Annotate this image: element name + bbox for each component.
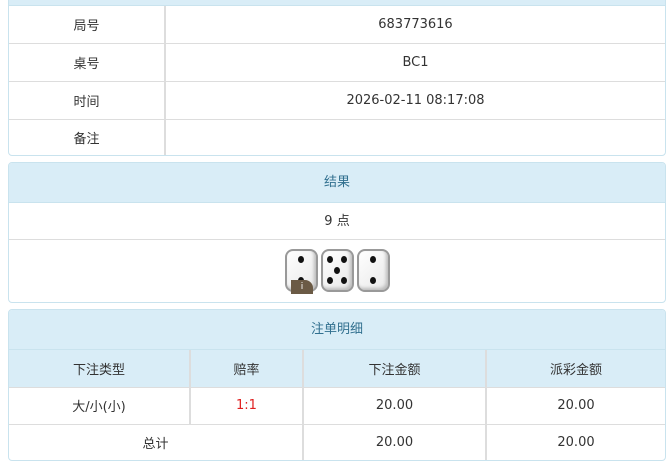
pip <box>326 255 333 263</box>
bet-table: 下注类型 赔率 下注金额 派彩金额 大/小(小) 1:1 20.00 20.00… <box>9 350 665 460</box>
pip <box>334 266 340 274</box>
dice-row <box>9 240 665 302</box>
header-row: 下注类型 赔率 下注金额 派彩金额 <box>9 350 665 388</box>
pip <box>341 255 348 263</box>
result-panel: 结果 9 点 i <box>8 162 666 303</box>
pip <box>326 277 333 285</box>
total-row: 总计 20.00 20.00 <box>9 424 665 460</box>
bet-amount: 20.00 <box>303 387 487 425</box>
total-payout: 20.00 <box>557 435 595 451</box>
label: 桌号 <box>9 43 166 82</box>
pip <box>370 255 376 263</box>
label: 局号 <box>9 6 166 44</box>
col-odds: 赔率 <box>190 350 304 388</box>
pip <box>341 277 348 285</box>
label: 备注 <box>9 119 166 155</box>
table-row: 大/小(小) 1:1 20.00 20.00 <box>9 387 665 425</box>
payout-amount: 20.00 <box>486 387 665 425</box>
bet-type: 大/小(小) <box>9 387 191 425</box>
game-info-table: 局号 683773616 桌号 BC1 时间 2026-02-11 08:17:08 … <box>9 6 665 155</box>
bet-detail-panel: 注单明细 下注类型 赔率 下注金额 派彩金额 大/小(小) 1:1 20.00 … <box>8 309 666 461</box>
total-label: 总计 <box>9 424 304 460</box>
table-row: 桌号 BC1 <box>9 43 665 82</box>
remark <box>165 119 665 155</box>
pip <box>370 277 376 285</box>
col-amount: 下注金额 <box>303 350 487 388</box>
result-title: 结果 <box>9 163 665 203</box>
total-amount: 20.00 <box>303 424 487 460</box>
game-info-panel: 局号 683773616 桌号 BC1 时间 2026-02-11 08:17:08 … <box>8 0 666 156</box>
time: 2026-02-11 08:17:08 <box>165 81 665 120</box>
info-icon[interactable]: i <box>291 280 313 294</box>
table-id: BC1 <box>165 43 665 82</box>
table-row: 局号 683773616 <box>9 6 665 44</box>
die-2 <box>356 249 390 292</box>
col-payout: 派彩金额 <box>486 350 665 388</box>
odds: 1:1 <box>190 387 304 425</box>
result-points: 9 点 <box>9 203 665 240</box>
table-row: 备注 <box>9 119 665 155</box>
pip <box>298 255 304 263</box>
round-id: 683773616 <box>165 6 665 44</box>
col-bet-type: 下注类型 <box>9 350 191 388</box>
die-5 <box>320 249 354 292</box>
label: 时间 <box>9 81 166 120</box>
table-row: 时间 2026-02-11 08:17:08 <box>9 81 665 120</box>
bet-detail-title: 注单明细 <box>9 310 665 350</box>
panel-header <box>9 0 665 6</box>
